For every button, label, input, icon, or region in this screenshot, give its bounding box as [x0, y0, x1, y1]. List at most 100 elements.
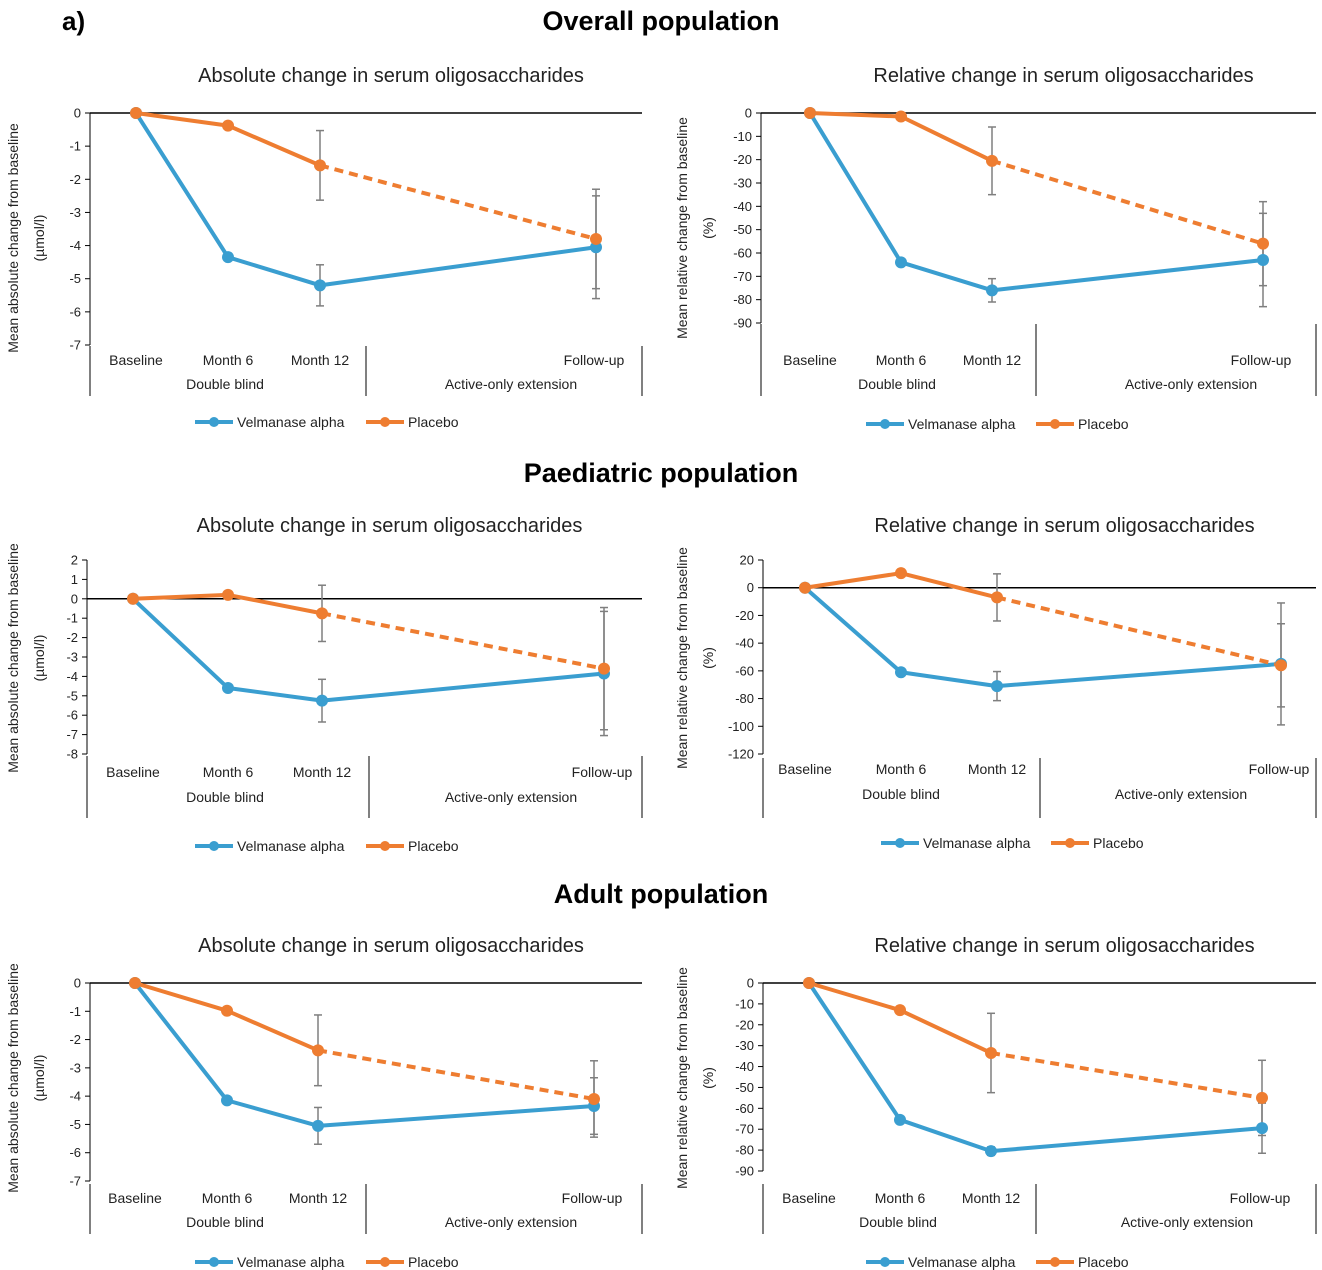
velmanase-point [314, 279, 326, 292]
y-tick-label: -5 [69, 271, 81, 286]
legend-marker [1065, 838, 1075, 848]
placebo-series-line [808, 981, 992, 1055]
y-axis-label: Mean relative change from baseline [674, 547, 690, 769]
x-category-label: Month 12 [291, 352, 350, 368]
y-axis-unit-label: (%) [700, 217, 716, 239]
legend-velmanase-label: Velmanase alpha [237, 1254, 345, 1270]
legend-velmanase-label: Velmanase alpha [923, 835, 1031, 851]
y-tick-label: -70 [735, 1122, 754, 1137]
y-tick-label: 2 [71, 553, 78, 568]
y-tick-label: -6 [69, 1145, 81, 1160]
y-tick-label: -20 [735, 1017, 754, 1032]
x-category-label: Follow-up [572, 764, 633, 780]
legend-marker [209, 417, 219, 427]
placebo-point [588, 1092, 600, 1105]
velmanase-point [894, 1113, 906, 1126]
legend-marker [380, 1257, 390, 1267]
velmanase-series-line [133, 981, 595, 1128]
y-tick-label: -7 [69, 1174, 81, 1189]
velmanase-point [221, 1094, 233, 1107]
x-category-label: Month 6 [203, 352, 254, 368]
x-category-label: Follow-up [1231, 352, 1292, 368]
x-category-label: Baseline [106, 764, 160, 780]
y-tick-label: -60 [733, 246, 752, 261]
y-tick-label: -40 [735, 1059, 754, 1074]
x-category-label: Month 12 [968, 761, 1027, 777]
y-axis-label: Mean relative change from baseline [674, 117, 690, 339]
legend-placebo-label: Placebo [408, 414, 459, 430]
x-category-label: Follow-up [1249, 761, 1310, 777]
velmanase-point [222, 682, 234, 695]
y-tick-label: -2 [66, 630, 78, 645]
y-tick-label: -1 [69, 139, 81, 154]
x-category-label: Month 6 [875, 1190, 926, 1206]
velmanase-point [1257, 254, 1269, 266]
legend-marker [880, 1257, 890, 1267]
placebo-point [1256, 1091, 1268, 1104]
legend-velmanase-label: Velmanase alpha [237, 414, 345, 430]
placebo-point [590, 232, 602, 245]
y-tick-label: -60 [735, 1101, 754, 1116]
y-tick-label: -6 [66, 708, 78, 723]
chart-adult-absolute: Absolute change in serum oligosaccharide… [5, 935, 643, 1270]
y-tick-label: -3 [69, 205, 81, 220]
y-tick-label: -3 [69, 1060, 81, 1075]
placebo-point [803, 977, 815, 989]
velmanase-point [316, 694, 328, 707]
y-axis-label: Mean absolute change from baseline [5, 123, 21, 353]
legend-velmanase-label: Velmanase alpha [237, 838, 345, 854]
placebo-point [130, 107, 142, 119]
velmanase-point [986, 284, 998, 297]
section-title-paediatric: Paediatric population [523, 458, 799, 488]
placebo-point [986, 154, 998, 167]
x-group-label: Double blind [859, 1214, 937, 1230]
y-tick-label: -30 [733, 176, 752, 191]
legend-placebo-label: Placebo [1078, 1254, 1129, 1270]
chart-title: Absolute change in serum oligosaccharide… [197, 515, 583, 537]
legend-placebo-label: Placebo [408, 838, 459, 854]
y-tick-label: -90 [733, 316, 752, 331]
y-tick-label: 0 [747, 976, 754, 991]
legend-placebo-label: Placebo [1078, 416, 1129, 432]
chart-title: Relative change in serum oligosaccharide… [873, 65, 1253, 87]
placebo-point [991, 591, 1003, 604]
x-group-label: Active-only extension [1121, 1214, 1253, 1230]
x-group-label: Double blind [186, 376, 264, 392]
x-category-label: Follow-up [562, 1190, 623, 1206]
x-category-label: Month 6 [202, 1190, 253, 1206]
x-group-label: Active-only extension [1125, 376, 1257, 392]
legend-velmanase-label: Velmanase alpha [908, 416, 1016, 432]
velmanase-series-line [807, 981, 1263, 1154]
legend-placebo-label: Placebo [1093, 835, 1144, 851]
placebo-point [1275, 659, 1287, 672]
x-category-label: Baseline [782, 1190, 836, 1206]
y-tick-label: -30 [735, 1038, 754, 1053]
placebo-point [312, 1044, 324, 1057]
x-group-label: Active-only extension [445, 789, 577, 805]
velmanase-point [590, 241, 602, 254]
chart-title: Absolute change in serum oligosaccharide… [198, 65, 584, 87]
x-category-label: Baseline [783, 352, 837, 368]
x-group-label: Double blind [186, 1214, 264, 1230]
placebo-point [895, 110, 907, 123]
placebo-point [316, 607, 328, 620]
velmanase-point [991, 680, 1003, 693]
y-tick-label: -40 [735, 636, 754, 651]
y-tick-label: -1 [69, 1004, 81, 1019]
x-group-label: Double blind [186, 789, 264, 805]
panel-adult-absolute: Absolute change in serum oligosaccharide… [0, 928, 660, 1270]
y-tick-label: -10 [733, 129, 752, 144]
y-tick-label: -5 [66, 688, 78, 703]
y-tick-label: -2 [69, 1032, 81, 1047]
x-group-label: Active-only extension [445, 376, 577, 392]
placebo-point [222, 119, 234, 132]
x-group-label: Double blind [862, 786, 940, 802]
y-axis-unit-label: (µmol/l) [31, 1055, 47, 1102]
y-tick-label: -20 [735, 608, 754, 623]
x-category-label: Month 6 [876, 352, 927, 368]
placebo-extension-dashed-line [317, 1048, 595, 1101]
y-tick-label: -100 [728, 719, 754, 734]
chart-paediatric-relative: Relative change in serum oligosaccharide… [674, 515, 1317, 851]
y-axis-label: Mean absolute change from baseline [5, 543, 21, 773]
chart-title: Relative change in serum oligosaccharide… [874, 935, 1254, 957]
